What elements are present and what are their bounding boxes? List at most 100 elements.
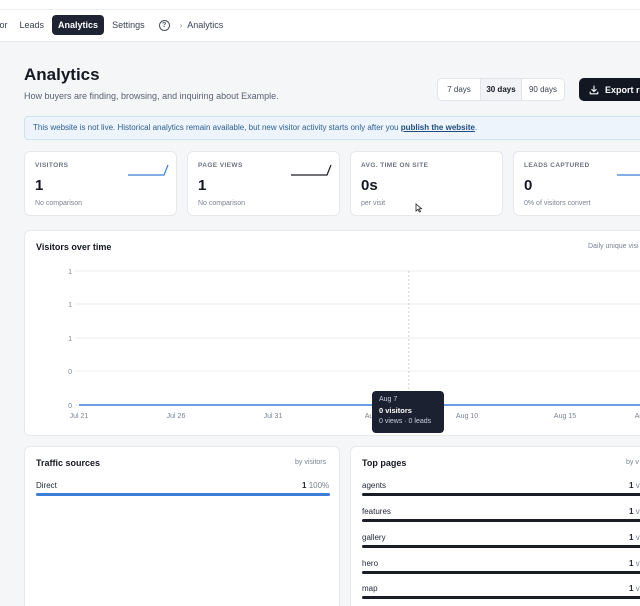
page-count: 1 v bbox=[629, 559, 640, 568]
page-count-value: 1 bbox=[629, 481, 634, 490]
list-item[interactable]: features 1 v bbox=[362, 507, 640, 522]
top-divider bbox=[0, 9, 640, 10]
x-tick-label: Au bbox=[635, 413, 640, 420]
page-title: Analytics bbox=[24, 65, 100, 84]
list-item[interactable]: map 1 v bbox=[362, 584, 640, 599]
range-7-days[interactable]: 7 days bbox=[447, 85, 471, 94]
chart-title: Visitors over time bbox=[36, 242, 112, 252]
stat-value: 0s bbox=[361, 177, 378, 194]
page-count-value: 1 bbox=[629, 507, 634, 516]
stat-card-visitors: VISITORS 1 No comparison bbox=[24, 151, 177, 216]
nav-item-analytics[interactable]: Analytics bbox=[52, 15, 105, 35]
breadcrumb: Analytics bbox=[187, 20, 224, 30]
page-count-value: 1 bbox=[629, 584, 634, 593]
x-tick-label: Aug 10 bbox=[456, 413, 478, 420]
page-count: 1 v bbox=[629, 584, 640, 593]
page-count-value: 1 bbox=[629, 559, 634, 568]
top-pages-card: Top pages by v agents 1 v features 1 v galle… bbox=[350, 446, 640, 606]
source-percent: 100% bbox=[308, 481, 330, 490]
page-name: features bbox=[362, 507, 391, 516]
x-tick-label: Jul 26 bbox=[167, 413, 186, 420]
page-unit: v bbox=[635, 507, 640, 516]
chart-tooltip: Aug 7 0 visitors 0 views · 0 leads bbox=[372, 391, 444, 433]
list-item[interactable]: gallery 1 v bbox=[362, 533, 640, 548]
section-title: Traffic sources bbox=[36, 458, 101, 468]
chevron-right-icon: › bbox=[179, 20, 183, 30]
series-line bbox=[79, 404, 640, 406]
source-count: 1 100% bbox=[302, 481, 329, 490]
tooltip-visitors: 0 visitors bbox=[379, 406, 412, 415]
help-icon[interactable]: ? bbox=[158, 19, 170, 31]
page-name: gallery bbox=[362, 533, 386, 542]
banner-end: . bbox=[474, 123, 478, 132]
export-label: Export re bbox=[605, 84, 640, 95]
banner-text: This website is not live. Historical ana… bbox=[33, 123, 401, 132]
not-live-banner: This website is not live. Historical ana… bbox=[24, 116, 640, 140]
share-bar bbox=[362, 545, 640, 548]
page-subtitle: How buyers are finding, browsing, and in… bbox=[24, 91, 279, 101]
stat-card-avg-time: AVG. TIME ON SITE 0s per visit bbox=[350, 151, 503, 216]
page-count: 1 v bbox=[629, 481, 640, 490]
page-name: hero bbox=[362, 559, 379, 568]
mouse-cursor-icon bbox=[415, 203, 423, 213]
share-bar bbox=[362, 493, 640, 496]
y-tick-label: 0 bbox=[68, 403, 72, 410]
visitors-line-chart[interactable]: 1 1 1 0 0 Jul 21 Jul 26 Jul 31 Aug Aug 10 Aug 15 Au bbox=[25, 231, 640, 437]
stat-card-page-views: PAGE VIEWS 1 No comparison bbox=[187, 151, 340, 216]
list-item[interactable]: Direct 1 100% bbox=[36, 481, 330, 496]
nav-item-settings[interactable]: Settings bbox=[112, 20, 145, 30]
stat-card-leads: LEADS CAPTURED 0 0% of visitors convert bbox=[513, 151, 640, 216]
x-tick-label: Aug 15 bbox=[554, 413, 576, 420]
stat-sub: 0% of visitors convert bbox=[524, 200, 591, 207]
share-bar bbox=[362, 519, 640, 522]
stat-sub: per visit bbox=[361, 200, 386, 207]
page-unit: v bbox=[635, 559, 640, 568]
chart-note: Daily unique visi bbox=[588, 243, 639, 250]
stat-label: VISITORS bbox=[35, 162, 69, 169]
download-icon bbox=[589, 84, 599, 94]
share-bar bbox=[362, 596, 640, 599]
page-name: map bbox=[362, 584, 378, 593]
main-nav: tor Leads Analytics Settings ? › Analyti… bbox=[0, 15, 223, 35]
y-tick-label: 0 bbox=[68, 369, 72, 376]
share-bar bbox=[36, 493, 330, 496]
page-name: agents bbox=[362, 481, 387, 490]
source-count-value: 1 bbox=[302, 481, 307, 490]
share-bar bbox=[362, 571, 640, 574]
publish-link[interactable]: publish the website bbox=[400, 123, 475, 132]
page-unit: v bbox=[635, 584, 640, 593]
x-tick-label: Aug bbox=[365, 413, 378, 420]
sparkline bbox=[128, 164, 169, 176]
y-tick-label: 1 bbox=[68, 269, 72, 276]
page-count: 1 v bbox=[629, 507, 640, 516]
list-item[interactable]: hero 1 v bbox=[362, 559, 640, 574]
stat-sub: No comparison bbox=[198, 200, 246, 207]
page-count-value: 1 bbox=[629, 533, 634, 542]
x-tick-label: Jul 21 bbox=[70, 413, 89, 420]
y-tick-label: 1 bbox=[68, 302, 72, 309]
stat-sub: No comparison bbox=[35, 200, 83, 207]
list-item[interactable]: agents 1 v bbox=[362, 481, 640, 496]
stat-label: PAGE VIEWS bbox=[198, 162, 243, 169]
x-tick-label: Jul 31 bbox=[264, 413, 283, 420]
section-note: by v bbox=[626, 459, 639, 466]
top-bar: tor Leads Analytics Settings ? › Analyti… bbox=[0, 0, 640, 42]
source-name: Direct bbox=[36, 481, 57, 490]
nav-item-leads[interactable]: Leads bbox=[19, 20, 45, 30]
stat-value: 1 bbox=[198, 177, 207, 194]
section-title: Top pages bbox=[362, 458, 407, 468]
export-button[interactable]: Export re bbox=[579, 78, 640, 101]
stat-value: 1 bbox=[35, 177, 44, 194]
y-tick-label: 1 bbox=[68, 336, 72, 343]
page-unit: v bbox=[635, 533, 640, 542]
stat-label: LEADS CAPTURED bbox=[524, 162, 590, 169]
page-count: 1 v bbox=[629, 533, 640, 542]
range-90-days[interactable]: 90 days bbox=[528, 85, 558, 94]
range-30-days[interactable]: 30 days bbox=[480, 79, 522, 100]
sparkline bbox=[617, 174, 640, 176]
tooltip-detail: 0 views · 0 leads bbox=[379, 418, 432, 425]
date-range-selector: 7 days 30 days 90 days bbox=[437, 78, 565, 101]
page-unit: v bbox=[635, 481, 640, 490]
nav-item-editor[interactable]: tor bbox=[0, 20, 8, 30]
